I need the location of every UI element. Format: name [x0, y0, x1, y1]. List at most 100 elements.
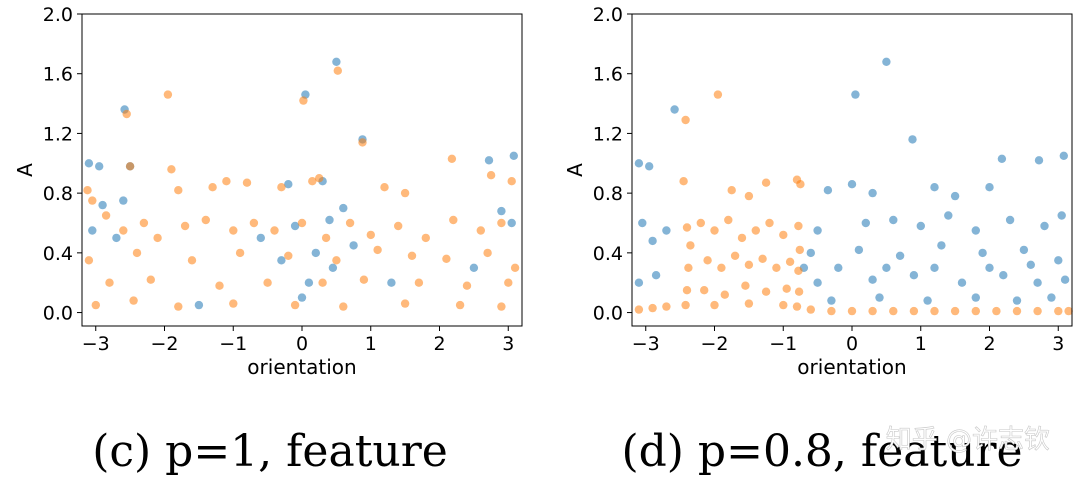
point-blue-4	[84, 159, 94, 168]
point-orange-10	[684, 263, 693, 272]
point-orange-27	[229, 226, 238, 235]
x-tick-label: 2	[983, 333, 995, 355]
point-blue-5	[645, 162, 654, 171]
point-blue-0	[670, 105, 679, 114]
point-orange-66	[455, 300, 465, 310]
point-blue-36	[813, 278, 822, 287]
point-orange-17	[400, 188, 410, 198]
point-orange-45	[847, 306, 857, 316]
point-blue-19	[311, 248, 320, 258]
caption-d: (d) p=0.8, feature	[621, 426, 1022, 477]
point-orange-0	[122, 109, 131, 119]
x-tick-label: 3	[1052, 333, 1064, 355]
point-blue-41	[1033, 278, 1042, 287]
point-orange-15	[315, 174, 324, 183]
point-blue-50	[834, 263, 843, 272]
point-orange-33	[720, 290, 729, 299]
y-tick-label: 0.8	[593, 183, 623, 205]
point-orange-56	[1064, 306, 1073, 316]
point-orange-9	[174, 186, 183, 195]
point-blue-6	[484, 156, 494, 165]
point-orange-50	[105, 278, 114, 287]
point-blue-2	[882, 57, 891, 66]
point-blue-16	[88, 226, 97, 235]
point-orange-21	[737, 233, 747, 243]
y-tick-label: 1.2	[43, 123, 73, 145]
point-blue-5	[95, 162, 104, 171]
point-blue-9	[823, 186, 833, 195]
point-blue-51	[882, 263, 891, 272]
point-orange-44	[827, 306, 836, 316]
point-orange-4	[744, 191, 754, 201]
point-orange-2	[299, 96, 308, 105]
y-axis-label: A	[13, 163, 37, 177]
x-tick-label: 1	[915, 333, 927, 355]
y-tick-label: 1.6	[593, 64, 623, 86]
point-blue-45	[923, 296, 932, 305]
point-orange-20	[724, 215, 733, 225]
point-orange-43	[806, 305, 815, 314]
point-orange-26	[201, 215, 210, 225]
point-orange-46	[868, 306, 877, 316]
point-blue-30	[937, 241, 946, 250]
point-orange-53	[263, 278, 272, 287]
point-orange-23	[765, 218, 774, 228]
point-blue-28	[297, 293, 307, 302]
point-blue-54	[1026, 260, 1036, 269]
point-blue-4	[634, 159, 644, 168]
point-blue-52	[930, 263, 939, 272]
point-blue-15	[290, 221, 300, 231]
point-blue-12	[930, 183, 939, 192]
point-orange-67	[497, 302, 506, 311]
point-orange-34	[741, 281, 750, 290]
point-blue-17	[497, 206, 506, 216]
point-orange-27	[730, 251, 740, 260]
point-orange-9	[686, 241, 695, 250]
point-blue-12	[98, 200, 107, 210]
point-orange-48	[909, 306, 919, 316]
point-blue-16	[648, 236, 657, 246]
x-axis-label: orientation	[247, 355, 356, 379]
point-orange-52	[215, 281, 224, 290]
scatter-panel-d: −3 −2 −1 0 1 2 3 0.0 0.4 0.8 1.2 1.6 2.0 orientation A	[563, 4, 1073, 379]
point-orange-37	[476, 226, 485, 235]
point-orange-16	[380, 183, 389, 192]
point-orange-46	[407, 251, 417, 260]
y-tick-label: 1.6	[43, 64, 73, 86]
point-orange-13	[277, 183, 286, 192]
point-blue-40	[999, 271, 1008, 280]
point-orange-22	[751, 226, 760, 235]
point-orange-59	[91, 300, 101, 310]
x-tick-label: −2	[700, 333, 728, 355]
point-orange-41	[744, 299, 754, 308]
point-blue-20	[889, 215, 898, 225]
point-blue-32	[1019, 245, 1029, 255]
point-blue-26	[349, 241, 358, 250]
point-blue-14	[325, 215, 334, 225]
point-orange-35	[761, 287, 771, 296]
point-blue-24	[112, 233, 121, 243]
point-orange-65	[400, 299, 410, 308]
point-orange-32	[345, 218, 355, 228]
point-orange-52	[992, 306, 1001, 316]
point-blue-21	[304, 278, 314, 287]
point-blue-33	[1054, 256, 1063, 265]
x-tick-label: −2	[150, 333, 178, 355]
point-orange-3	[333, 66, 342, 75]
point-orange-19	[710, 226, 719, 235]
point-blue-13	[339, 203, 348, 213]
y-tick-label: 2.0	[593, 4, 623, 26]
point-orange-36	[782, 284, 791, 293]
point-orange-29	[270, 226, 279, 235]
point-orange-5	[83, 186, 92, 195]
point-orange-34	[394, 221, 403, 231]
point-orange-12	[681, 300, 690, 310]
point-blue-27	[387, 278, 396, 287]
point-orange-38	[497, 218, 506, 228]
point-orange-2	[679, 177, 688, 186]
point-orange-30	[772, 263, 781, 272]
point-blue-43	[827, 296, 836, 305]
y-tick-label: 0.0	[43, 303, 73, 325]
point-orange-8	[167, 165, 176, 174]
point-orange-31	[321, 233, 331, 243]
